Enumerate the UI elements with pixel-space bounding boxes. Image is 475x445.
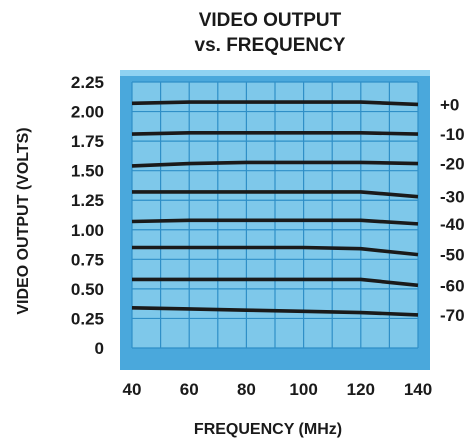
plot-frame-highlight xyxy=(120,70,430,76)
x-axis-label: FREQUENCY (MHz) xyxy=(194,421,342,438)
y-axis-label: VIDEO OUTPUT (VOLTS) xyxy=(15,127,32,314)
y-tick-label: 0.50 xyxy=(71,280,104,299)
series-line-7 xyxy=(131,306,419,317)
series-line-1 xyxy=(131,131,419,136)
series-label: -30 xyxy=(440,188,465,207)
series-line-4 xyxy=(131,218,419,226)
chart-title-line2: vs. FREQUENCY xyxy=(195,35,346,56)
chart-title-line1: VIDEO OUTPUT xyxy=(199,10,342,31)
x-tick-label: 120 xyxy=(347,380,375,399)
series-line-3 xyxy=(132,190,419,199)
y-tick-label: 1.50 xyxy=(71,162,104,181)
x-tick-label: 100 xyxy=(289,380,317,399)
series-line-2 xyxy=(131,160,419,168)
y-tick-label: 0.75 xyxy=(71,250,104,269)
series-label: -20 xyxy=(440,155,465,174)
x-tick-label: 140 xyxy=(404,380,432,399)
y-tick-label: 1.00 xyxy=(71,221,104,240)
series-label: +0 xyxy=(440,95,459,114)
series-label: -60 xyxy=(440,276,465,295)
y-tick-label: 2.00 xyxy=(71,103,104,122)
x-tick-label: 60 xyxy=(180,380,199,399)
series-label: -70 xyxy=(440,306,465,325)
x-tick-labels: 40 60 80 100 120 140 xyxy=(123,380,433,399)
y-tick-label: 0 xyxy=(95,339,104,358)
y-tick-label: 0.25 xyxy=(71,309,104,328)
series-lines xyxy=(131,100,419,317)
series-label: -50 xyxy=(440,246,465,265)
series-label: -40 xyxy=(440,215,465,234)
x-tick-label: 80 xyxy=(237,380,256,399)
series-line-0 xyxy=(131,100,419,107)
series-line-6 xyxy=(132,277,419,288)
y-tick-label: 1.25 xyxy=(71,191,104,210)
y-tick-label: 1.75 xyxy=(71,132,104,151)
y-tick-labels: 0 0.25 0.50 0.75 1.00 1.25 1.50 1.75 2.00 2.25 xyxy=(71,73,104,358)
series-line-5 xyxy=(132,245,419,257)
x-tick-label: 40 xyxy=(123,380,142,399)
y-tick-label: 2.25 xyxy=(71,73,104,92)
grid xyxy=(131,81,419,349)
series-labels: +0 -10 -20 -30 -40 -50 -60 -70 xyxy=(440,95,465,324)
series-label: -10 xyxy=(440,125,465,144)
